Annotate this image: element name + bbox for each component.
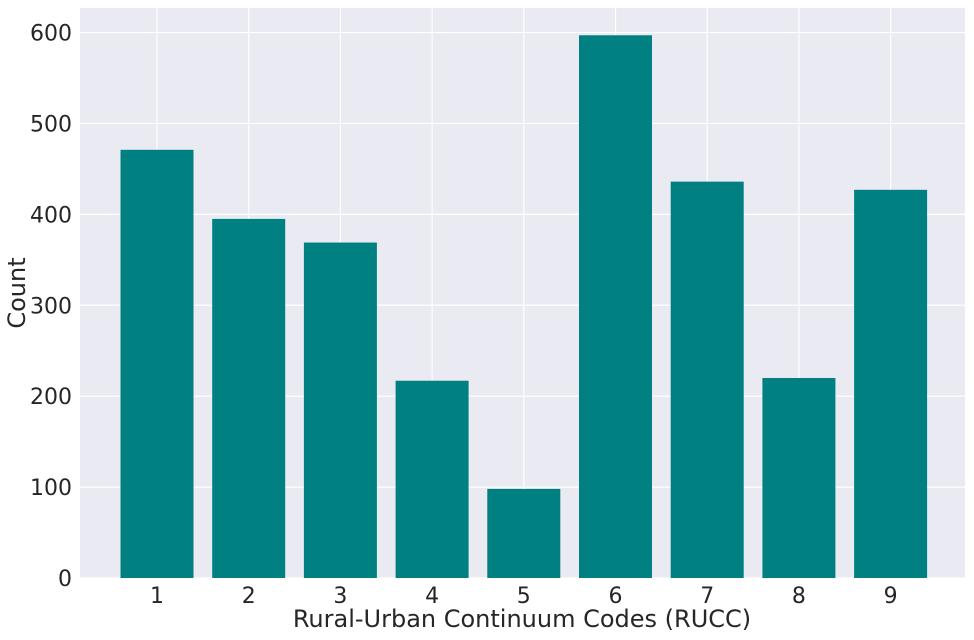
bar-2 <box>212 218 286 578</box>
x-axis-label: Rural-Urban Continuum Codes (RUCC) <box>293 605 751 633</box>
y-tick-labels: 0 100 200 300 400 500 600 <box>30 22 72 592</box>
x-tick-label: 7 <box>700 584 714 609</box>
y-tick-label: 200 <box>30 385 72 410</box>
y-tick-label: 500 <box>30 112 72 137</box>
y-tick-label: 100 <box>30 476 72 501</box>
bar-1 <box>120 149 194 578</box>
bar-6 <box>579 35 652 579</box>
x-tick-label: 1 <box>150 584 164 609</box>
x-tick-label: 3 <box>333 584 347 609</box>
y-axis-label: Count <box>3 257 31 328</box>
y-tick-label: 600 <box>30 22 72 47</box>
bar-8 <box>762 378 836 578</box>
y-tick-label: 0 <box>58 567 72 592</box>
x-tick-label: 8 <box>792 584 806 609</box>
x-tick-label: 9 <box>884 584 898 609</box>
bar-5 <box>487 488 561 578</box>
bar-3 <box>303 242 377 578</box>
x-tick-labels: 1 2 3 4 5 6 7 8 9 <box>150 584 898 609</box>
x-tick-label: 6 <box>609 584 623 609</box>
bar-9 <box>854 189 928 578</box>
bar-4 <box>395 380 469 578</box>
x-tick-label: 5 <box>517 584 531 609</box>
y-tick-label: 300 <box>30 294 72 319</box>
bar-7 <box>670 181 744 579</box>
x-tick-label: 2 <box>242 584 256 609</box>
bars <box>120 35 928 579</box>
y-tick-label: 400 <box>30 203 72 228</box>
x-tick-label: 4 <box>425 584 439 609</box>
